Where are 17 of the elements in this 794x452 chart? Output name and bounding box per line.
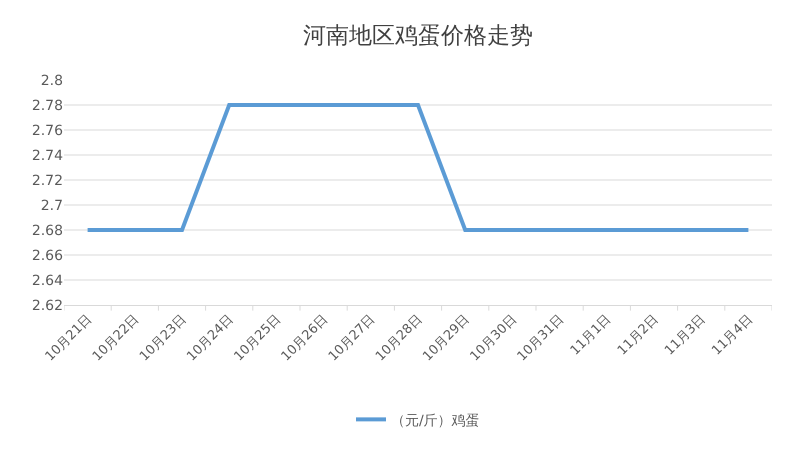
- x-tick-label: 11月1日: [568, 312, 614, 358]
- y-tick-label: 2.64: [32, 272, 64, 289]
- x-tick-label: 11月2日: [614, 312, 662, 358]
- y-tick-label: 2.76: [32, 122, 64, 139]
- x-tick-label: 10月31日: [514, 312, 568, 364]
- legend-label: （元/斤）鸡蛋: [391, 412, 480, 429]
- y-tick-label: 2.8: [40, 72, 63, 89]
- chart-title: 河南地区鸡蛋价格走势: [303, 23, 533, 50]
- x-tick-label: 11月3日: [662, 312, 709, 358]
- y-tick-label: 2.62: [32, 298, 63, 314]
- x-tick-label: 11月4日: [709, 312, 756, 358]
- y-tick-label: 2.72: [32, 172, 63, 189]
- y-tick-label: 2.74: [32, 148, 64, 164]
- y-tick-label: 2.7: [40, 198, 63, 214]
- y-tick-label: 2.68: [32, 222, 63, 239]
- y-tick-label: 2.78: [32, 98, 63, 114]
- y-tick-label: 2.66: [32, 248, 64, 264]
